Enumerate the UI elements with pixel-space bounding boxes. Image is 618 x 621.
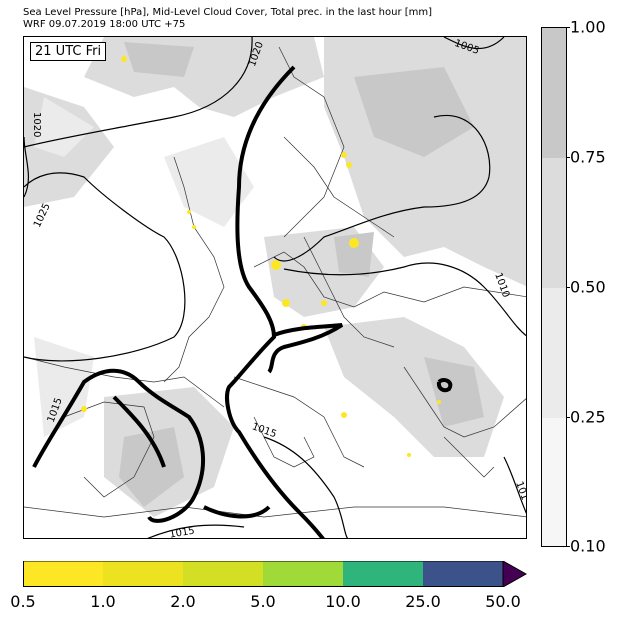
cloud-tick-label: 0.75 <box>570 147 606 167</box>
precip-seg-1.0-2.0 <box>103 561 183 587</box>
cloud-seg-0.10-0.25 <box>542 418 566 546</box>
map-title: Sea Level Pressure [hPa], Mid-Level Clou… <box>23 7 433 18</box>
precip-colorbar <box>23 561 527 587</box>
precip-tick-label: 25.0 <box>405 592 441 611</box>
weather-map: 1020 1005 1020 1025 1010 1015 1015 1015 … <box>23 36 527 539</box>
precip-seg-10.0-25.0 <box>343 561 423 587</box>
map-canvas: 1020 1005 1020 1025 1010 1015 1015 1015 … <box>24 37 527 539</box>
map-subtitle: WRF 09.07.2019 18:00 UTC +75 <box>23 19 186 30</box>
precip-tick-label: 2.0 <box>170 592 196 611</box>
precip-seg-0.5-1.0 <box>23 561 103 587</box>
isobar-label-101-east: 101 <box>513 480 527 502</box>
cloud-tick-label: 0.25 <box>570 407 606 427</box>
precip-tick-label: 0.5 <box>10 592 36 611</box>
cloud-cover-dense <box>119 42 484 507</box>
precip-seg-5.0-10.0 <box>263 561 343 587</box>
cloud-tickmark <box>566 546 570 547</box>
map-header: Sea Level Pressure [hPa], Mid-Level Clou… <box>23 7 432 31</box>
precip-extend-arrow <box>502 561 527 587</box>
precip-seg-25.0-50.0 <box>423 561 503 587</box>
precip-tick-label: 5.0 <box>250 592 276 611</box>
coastlines <box>24 46 526 518</box>
precip-tick-label: 1.0 <box>90 592 116 611</box>
cloud-tickmark <box>566 417 570 418</box>
cloud-tick-label: 1.00 <box>570 17 606 37</box>
isobar-label-1020-west: 1020 <box>31 112 42 137</box>
cloud-tickmark <box>566 287 570 288</box>
cloud-tickmark <box>566 157 570 158</box>
precip-seg-2.0-5.0 <box>183 561 263 587</box>
isobars <box>24 37 526 538</box>
isobar-label-1025: 1025 <box>32 202 53 230</box>
cloud-seg-0.50-0.75 <box>542 158 566 288</box>
precip-tick-label: 10.0 <box>325 592 361 611</box>
forecast-time-label: 21 UTC Fri <box>30 42 107 61</box>
precip-tick-label: 50.0 <box>485 592 521 611</box>
cloud-tick-label: 0.50 <box>570 277 606 297</box>
isobar-1015-bold <box>32 65 453 538</box>
cloud-tick-label: 0.10 <box>570 536 606 556</box>
cloud-seg-0.75-1.00 <box>542 28 566 158</box>
cloud-seg-0.25-0.50 <box>542 288 566 418</box>
cloud-tickmark <box>566 27 570 28</box>
isobar-label-1015-south: 1015 <box>169 525 196 539</box>
precip-bar-border <box>23 561 503 587</box>
cloud-cover-colorbar <box>541 27 567 547</box>
